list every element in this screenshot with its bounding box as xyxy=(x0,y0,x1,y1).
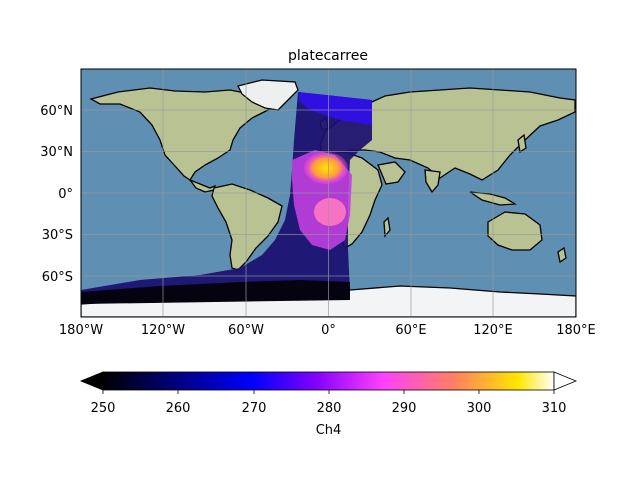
x-tick-label: 60°E xyxy=(395,323,426,338)
x-tick-label: 180°E xyxy=(556,323,596,338)
swath-band xyxy=(81,92,372,300)
x-tick-label: 120°E xyxy=(473,323,513,338)
land-north-america xyxy=(89,87,271,181)
gridlines xyxy=(81,69,576,317)
y-tick-label: 60°N xyxy=(40,104,73,119)
land-arabia xyxy=(377,161,406,185)
colorbar-tick-label: 300 xyxy=(467,401,492,416)
x-tick-label: 60°W xyxy=(228,323,264,338)
x-tick-label: 0° xyxy=(321,323,336,338)
x-tick-label: 120°W xyxy=(141,323,185,338)
swath-high-lat-north xyxy=(298,92,372,125)
colorbar: 250 260 270 280 290 300 310 Ch4 xyxy=(79,371,578,438)
colorbar-gradient xyxy=(102,371,555,391)
colorbar-tick-label: 310 xyxy=(542,401,567,416)
land-greenland xyxy=(237,79,299,111)
x-tick-labels: 180°W 120°W 60°W 0° 60°E 120°E 180°E xyxy=(59,323,596,338)
colorbar-tick-label: 250 xyxy=(91,401,116,416)
y-tick-label: 60°S xyxy=(42,270,73,285)
colorbar-tick-label: 270 xyxy=(242,401,267,416)
colorbar-tick-label: 260 xyxy=(166,401,191,416)
land-madagascar xyxy=(383,216,391,238)
colorbar-extend-max xyxy=(553,371,578,391)
swath-hot-sahara xyxy=(304,152,348,184)
ch4-swath xyxy=(81,92,372,304)
colorbar-tick-label: 290 xyxy=(392,401,417,416)
swath-cold-south xyxy=(81,280,350,304)
land-japan xyxy=(517,133,527,154)
map-frame xyxy=(80,68,577,318)
colorbar-tick-label: 280 xyxy=(317,401,342,416)
y-tick-label: 30°N xyxy=(40,145,73,160)
x-tick-label: 180°W xyxy=(59,323,103,338)
colorbar-label: Ch4 xyxy=(316,423,342,438)
map-title: platecarree xyxy=(288,48,368,64)
colorbar-extend-min xyxy=(79,371,104,391)
land-india xyxy=(424,169,441,194)
land-indonesia xyxy=(469,191,518,206)
y-tick-label: 30°S xyxy=(42,228,73,243)
colorbar-tick-labels: 250 260 270 280 290 300 310 xyxy=(91,401,567,416)
y-tick-labels: 60°N 30°N 0° 30°S 60°S xyxy=(40,104,73,285)
map-axes xyxy=(81,69,576,317)
land-new-zealand xyxy=(557,246,567,264)
y-tick-label: 0° xyxy=(58,187,73,202)
colorbar-tick-marks xyxy=(102,390,555,394)
swath-hot-west-africa xyxy=(314,198,346,226)
